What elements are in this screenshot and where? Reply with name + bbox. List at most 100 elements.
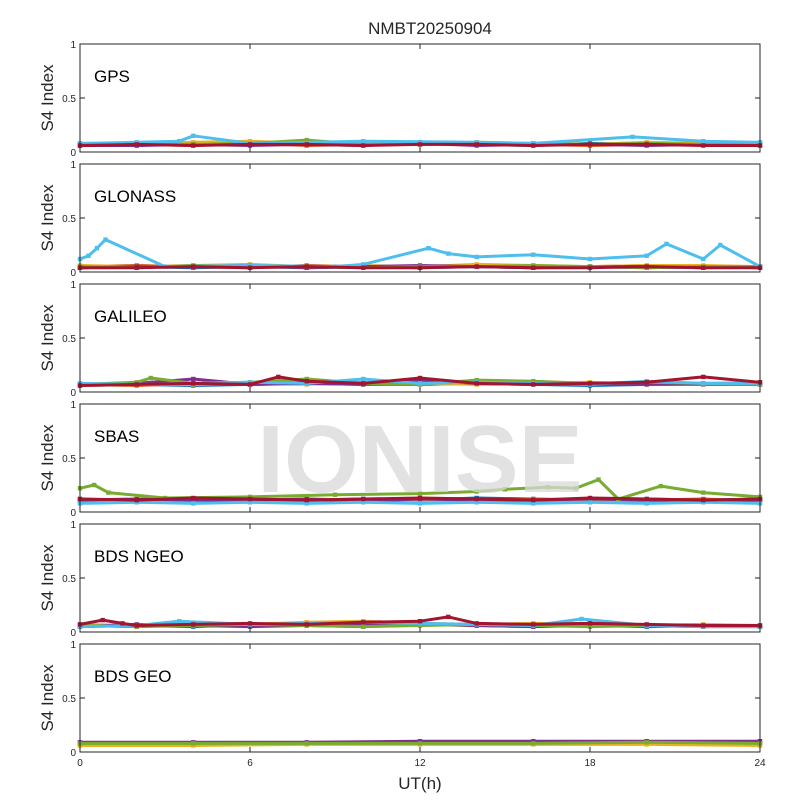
data-point	[148, 375, 153, 381]
chart-title: NMBT20250904	[368, 19, 492, 38]
data-point	[120, 621, 125, 626]
data-point	[587, 142, 593, 147]
data-point	[304, 501, 309, 506]
y-axis-label: S4 Index	[38, 664, 57, 732]
panels: 0 0.5 1 S4 Index GPS 0 0.5 1 S4 Index GLONASS 0 0.5…	[38, 40, 766, 769]
y-tick-label: 1	[70, 520, 76, 531]
y-tick-label: 0	[70, 748, 76, 759]
plot-area	[80, 44, 760, 152]
y-tick-label: 0.5	[62, 334, 76, 345]
data-point	[474, 264, 479, 269]
data-point	[644, 380, 649, 385]
data-point	[361, 139, 366, 144]
data-point	[426, 246, 431, 251]
data-point	[531, 741, 536, 746]
data-point	[304, 741, 309, 746]
data-point	[191, 381, 196, 386]
y-axis-label: S4 Index	[38, 184, 57, 252]
data-point	[361, 620, 366, 625]
data-point	[701, 497, 706, 503]
panel-1: 0 0.5 1 S4 Index GPS	[38, 40, 763, 159]
data-point	[332, 492, 338, 497]
data-point	[106, 490, 111, 495]
data-point	[134, 382, 139, 387]
panel-label: SBAS	[94, 427, 139, 446]
y-tick-label: 0.5	[62, 214, 76, 225]
data-point	[531, 497, 536, 503]
data-point	[276, 374, 281, 380]
plot-area	[80, 644, 760, 752]
data-point	[531, 382, 536, 387]
data-point	[446, 614, 451, 620]
data-point	[446, 251, 451, 256]
data-point	[417, 375, 423, 381]
panel-3: 0 0.5 1 S4 Index GALILEO	[38, 280, 763, 399]
panel-label: BDS GEO	[94, 667, 171, 686]
data-point	[304, 137, 309, 143]
data-point	[644, 496, 649, 502]
data-point	[701, 265, 706, 270]
data-point	[587, 495, 593, 501]
data-point	[417, 501, 423, 506]
data-point	[587, 621, 593, 626]
data-point	[191, 501, 196, 506]
data-point	[417, 741, 423, 746]
data-point	[531, 265, 536, 270]
panel-6: 0 0.5 1 0 6 12 18 24 S4 Index BDS GEO	[38, 640, 766, 769]
y-axis-label: S4 Index	[38, 544, 57, 612]
data-point	[304, 142, 309, 147]
data-point	[474, 621, 479, 626]
data-point	[531, 622, 536, 627]
y-tick-label: 1	[70, 40, 76, 51]
data-point	[191, 133, 196, 138]
panel-2: 0 0.5 1 S4 Index GLONASS	[38, 160, 763, 279]
data-point	[247, 500, 253, 505]
data-point	[502, 487, 508, 492]
data-point	[191, 264, 196, 269]
x-tick-label: 24	[754, 758, 766, 769]
data-point	[417, 142, 423, 147]
panel-label: GPS	[94, 67, 130, 86]
data-point	[587, 500, 593, 505]
x-tick-label: 12	[414, 758, 426, 769]
y-tick-label: 0	[70, 148, 76, 159]
data-point	[531, 501, 536, 506]
data-point	[644, 501, 649, 506]
data-point	[474, 142, 479, 147]
data-point	[134, 142, 139, 147]
data-point	[100, 617, 105, 623]
data-point	[191, 495, 196, 501]
y-tick-label: 1	[70, 160, 76, 171]
panel-label: GALILEO	[94, 307, 167, 326]
data-point	[191, 143, 196, 148]
data-point	[191, 741, 196, 746]
data-point	[596, 477, 601, 482]
data-point	[644, 622, 649, 627]
data-point	[86, 253, 91, 258]
data-point	[573, 486, 578, 491]
data-point	[701, 143, 706, 148]
plot-area	[80, 284, 760, 392]
data-point	[304, 264, 309, 269]
data-point	[531, 252, 536, 257]
data-point	[701, 381, 706, 386]
x-tick-label: 18	[584, 758, 596, 769]
data-point	[191, 622, 196, 627]
data-point	[701, 256, 706, 262]
y-tick-label: 0	[70, 388, 76, 399]
data-point	[92, 482, 97, 488]
data-point	[247, 382, 253, 387]
data-point	[134, 265, 139, 270]
data-point	[177, 619, 182, 624]
watermark: IONISE	[257, 406, 582, 513]
y-axis-label: S4 Index	[38, 64, 57, 132]
data-point	[304, 381, 309, 386]
data-point	[304, 622, 309, 627]
data-point	[361, 624, 366, 629]
y-tick-label: 0.5	[62, 694, 76, 705]
data-point	[644, 264, 649, 269]
plot-area	[80, 164, 760, 272]
data-point	[361, 265, 366, 270]
data-point	[718, 242, 723, 248]
